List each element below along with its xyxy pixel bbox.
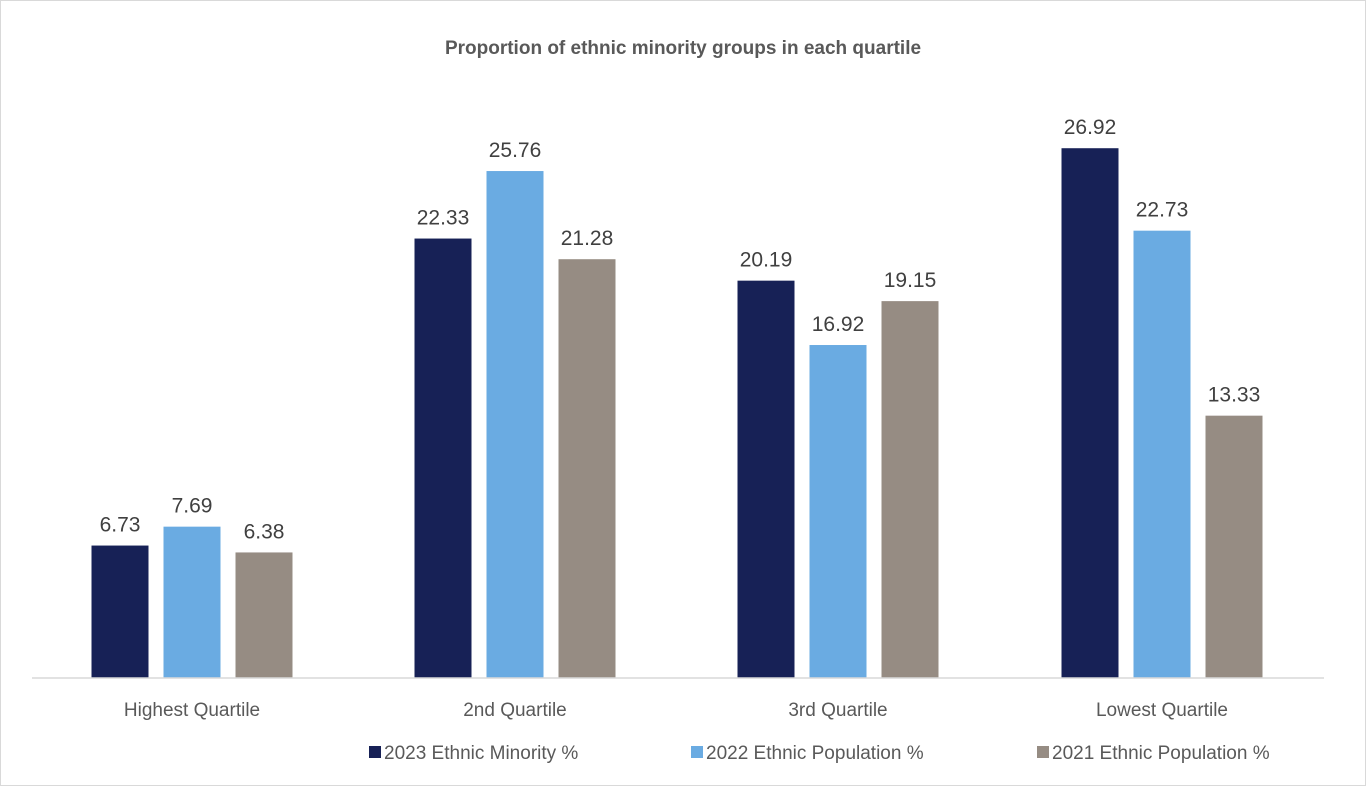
x-tick-label-3rd-quartile: 3rd Quartile: [788, 700, 887, 721]
data-label-highest-quartile-series-3: 6.38: [244, 520, 285, 543]
data-label-2nd-quartile-series-1: 22.33: [417, 207, 470, 230]
legend-label-series-3: 2021 Ethnic Population %: [1052, 743, 1270, 764]
data-label-lowest-quartile-series-2: 22.73: [1136, 199, 1189, 222]
data-labels-group: 6.73 7.69 6.38 22.33 25.76 21.28 20.19 16.92 19.…: [100, 116, 1261, 543]
data-label-3rd-quartile-series-1: 20.19: [740, 249, 793, 272]
legend-swatch-series-1: [369, 746, 381, 758]
data-label-3rd-quartile-series-3: 19.15: [884, 269, 937, 292]
bar-3rd-quartile-series-2: [809, 345, 867, 678]
bar-2nd-quartile-series-2: [486, 171, 544, 678]
bar-2nd-quartile-series-1: [414, 238, 472, 678]
data-label-3rd-quartile-series-2: 16.92: [812, 313, 865, 336]
bars-group: [91, 148, 1263, 679]
data-label-2nd-quartile-series-3: 21.28: [561, 227, 614, 250]
data-label-2nd-quartile-series-2: 25.76: [489, 139, 542, 162]
legend-swatch-series-2: [691, 746, 703, 758]
chart-title: Proportion of ethnic minority groups in …: [445, 38, 921, 59]
bar-2nd-quartile-series-3: [558, 259, 616, 678]
bar-highest-quartile-series-3: [235, 552, 293, 678]
legend-swatch-series-3: [1037, 746, 1049, 758]
bar-3rd-quartile-series-3: [881, 301, 939, 678]
x-tick-labels: Highest Quartile 2nd Quartile 3rd Quartile…: [124, 700, 1228, 721]
data-label-highest-quartile-series-2: 7.69: [172, 495, 213, 518]
data-label-lowest-quartile-series-3: 13.33: [1208, 384, 1261, 407]
bar-lowest-quartile-series-3: [1205, 415, 1263, 678]
data-label-lowest-quartile-series-1: 26.92: [1064, 116, 1117, 139]
legend-label-series-2: 2022 Ethnic Population %: [706, 743, 924, 764]
x-tick-label-2nd-quartile: 2nd Quartile: [463, 700, 567, 721]
bar-highest-quartile-series-1: [91, 545, 149, 678]
bar-highest-quartile-series-2: [163, 526, 221, 678]
legend-label-series-1: 2023 Ethnic Minority %: [384, 743, 578, 764]
bar-3rd-quartile-series-1: [737, 280, 795, 678]
bar-lowest-quartile-series-1: [1061, 148, 1119, 678]
data-label-highest-quartile-series-1: 6.73: [100, 514, 141, 537]
x-tick-label-lowest-quartile: Lowest Quartile: [1096, 700, 1228, 721]
x-tick-label-highest-quartile: Highest Quartile: [124, 700, 260, 721]
bar-lowest-quartile-series-2: [1133, 230, 1191, 679]
legend: 2023 Ethnic Minority % 2022 Ethnic Popula…: [369, 743, 1270, 764]
